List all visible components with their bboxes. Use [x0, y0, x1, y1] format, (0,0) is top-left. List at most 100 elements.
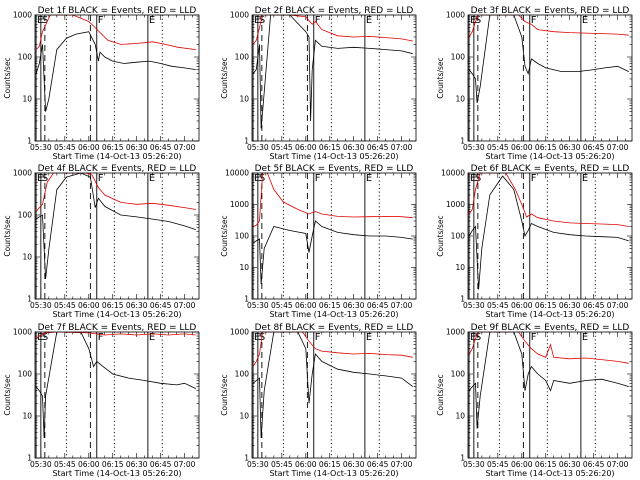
series-line-events	[468, 332, 629, 429]
y-tick-label: 100	[18, 53, 33, 62]
x-tick-label: 07:00	[607, 143, 629, 152]
x-tick-label: 06:45	[367, 143, 389, 152]
x-tick-label: 06:30	[126, 460, 148, 469]
x-axis-label: Start Time (14-Oct-13 05:26:20)	[52, 469, 181, 478]
x-tick-label: 07:00	[391, 143, 413, 152]
series-line-lld	[252, 332, 413, 367]
event-marker-label: E	[37, 173, 43, 184]
y-tick-label: 1	[27, 295, 32, 304]
x-tick-label: 05:30	[463, 301, 485, 310]
x-tick-label: 06:00	[511, 143, 533, 152]
series-line-events	[35, 31, 196, 112]
x-tick-label: 05:30	[30, 301, 52, 310]
series-line-lld	[35, 332, 196, 339]
y-axis-label: Counts/sec	[436, 215, 445, 256]
series-line-lld	[35, 173, 196, 212]
y-tick-label: 10	[239, 412, 249, 421]
y-tick-label: 100	[235, 232, 250, 241]
chart-title: Det 8f BLACK = Events, RED = LLD	[255, 323, 414, 333]
y-tick-label: 10	[22, 412, 32, 421]
chart-panel-9: Det 9f BLACK = Events, RED = LLD Counts/s…	[436, 323, 633, 478]
x-tick-label: 06:30	[559, 460, 581, 469]
x-tick-label: 05:30	[247, 301, 269, 310]
x-axis-label: Start Time (14-Oct-13 05:26:20)	[269, 469, 398, 478]
y-tick-label: 1	[244, 295, 249, 304]
event-marker-label: F	[531, 15, 537, 26]
x-tick-label: 07:00	[174, 301, 196, 310]
plot-frame	[251, 14, 417, 142]
event-marker-label: F	[315, 332, 321, 343]
event-marker-label: E	[470, 173, 476, 184]
y-tick-label: 10000	[225, 169, 249, 178]
chart-panel-7: Det 7f BLACK = Events, RED = LLD Counts/s…	[3, 323, 200, 478]
series-line-events	[468, 15, 629, 104]
event-marker-label: F	[531, 332, 537, 343]
x-tick-label: 07:00	[174, 143, 196, 152]
chart-title: Det 2f BLACK = Events, RED = LLD	[255, 6, 414, 16]
event-marker-label: E	[149, 173, 155, 184]
series-line-events	[252, 332, 414, 439]
y-tick-label: 100	[451, 53, 466, 62]
x-tick-label: 05:45	[271, 301, 293, 310]
x-tick-label: 05:30	[463, 143, 485, 152]
x-tick-label: 06:45	[367, 301, 389, 310]
x-tick-label: 05:45	[54, 143, 76, 152]
x-tick-label: 06:15	[319, 301, 341, 310]
x-tick-label: 06:30	[559, 143, 581, 152]
series-line-lld	[35, 15, 196, 50]
x-tick-label: 05:45	[54, 460, 76, 469]
series-line-lld	[468, 173, 629, 227]
x-tick-label: 05:45	[271, 460, 293, 469]
x-tick-label: 06:15	[535, 143, 557, 152]
plot-frame	[34, 331, 200, 459]
chart-panel-5: Det 5f BLACK = Events, RED = LLD Counts/s…	[220, 164, 417, 319]
chart-panel-6: Det 6f BLACK = Events, RED = LLD Counts/s…	[436, 164, 633, 319]
plot-frame	[467, 14, 633, 142]
x-tick-label: 06:00	[78, 460, 100, 469]
y-axis-label: Counts/sec	[3, 57, 12, 98]
plot-frame	[251, 172, 417, 300]
event-marker-label: E	[254, 332, 260, 343]
x-tick-label: 05:30	[30, 143, 52, 152]
y-tick-label: 1	[244, 454, 249, 463]
y-tick-label: 10	[239, 263, 249, 272]
event-marker-label: E	[149, 15, 155, 26]
y-tick-label: 1000	[230, 200, 249, 209]
x-tick-label: 06:15	[319, 143, 341, 152]
x-tick-label: 07:00	[607, 301, 629, 310]
x-tick-label: 06:45	[583, 301, 605, 310]
y-tick-label: 10	[455, 263, 465, 272]
x-tick-label: 05:45	[487, 301, 509, 310]
x-tick-label: 06:00	[511, 301, 533, 310]
chart-title: Det 7f BLACK = Events, RED = LLD	[38, 323, 197, 333]
y-axis-label: Counts/sec	[220, 374, 229, 415]
y-axis-label: Counts/sec	[220, 215, 229, 256]
series-line-lld	[468, 332, 629, 364]
x-tick-label: 06:15	[102, 301, 124, 310]
event-marker-label: E	[37, 15, 43, 26]
x-tick-label: 05:45	[487, 143, 509, 152]
y-axis-label: Counts/sec	[220, 57, 229, 98]
x-tick-label: 07:00	[174, 460, 196, 469]
y-axis-label: Counts/sec	[3, 374, 12, 415]
event-marker-label: F	[98, 173, 104, 184]
y-tick-label: 1	[460, 137, 465, 146]
y-tick-label: 10	[239, 95, 249, 104]
chart-panel-2: Det 2f BLACK = Events, RED = LLD Counts/s…	[220, 6, 417, 161]
chart-title: Det 3f BLACK = Events, RED = LLD	[471, 6, 630, 16]
x-tick-label: 06:15	[319, 460, 341, 469]
chart-panel-3: Det 3f BLACK = Events, RED = LLD Counts/s…	[436, 6, 633, 161]
event-marker-label: F	[315, 173, 321, 184]
x-tick-label: 06:00	[295, 460, 317, 469]
x-tick-label: 05:30	[30, 460, 52, 469]
x-tick-label: 06:15	[535, 301, 557, 310]
y-tick-label: 1000	[13, 169, 32, 178]
y-tick-label: 100	[451, 370, 466, 379]
event-marker-label: F	[98, 332, 104, 343]
x-axis-label: Start Time (14-Oct-13 05:26:20)	[485, 469, 614, 478]
x-tick-label: 06:15	[102, 460, 124, 469]
y-tick-label: 1000	[446, 200, 465, 209]
x-tick-label: 05:30	[247, 143, 269, 152]
series-line-lld	[252, 15, 413, 45]
